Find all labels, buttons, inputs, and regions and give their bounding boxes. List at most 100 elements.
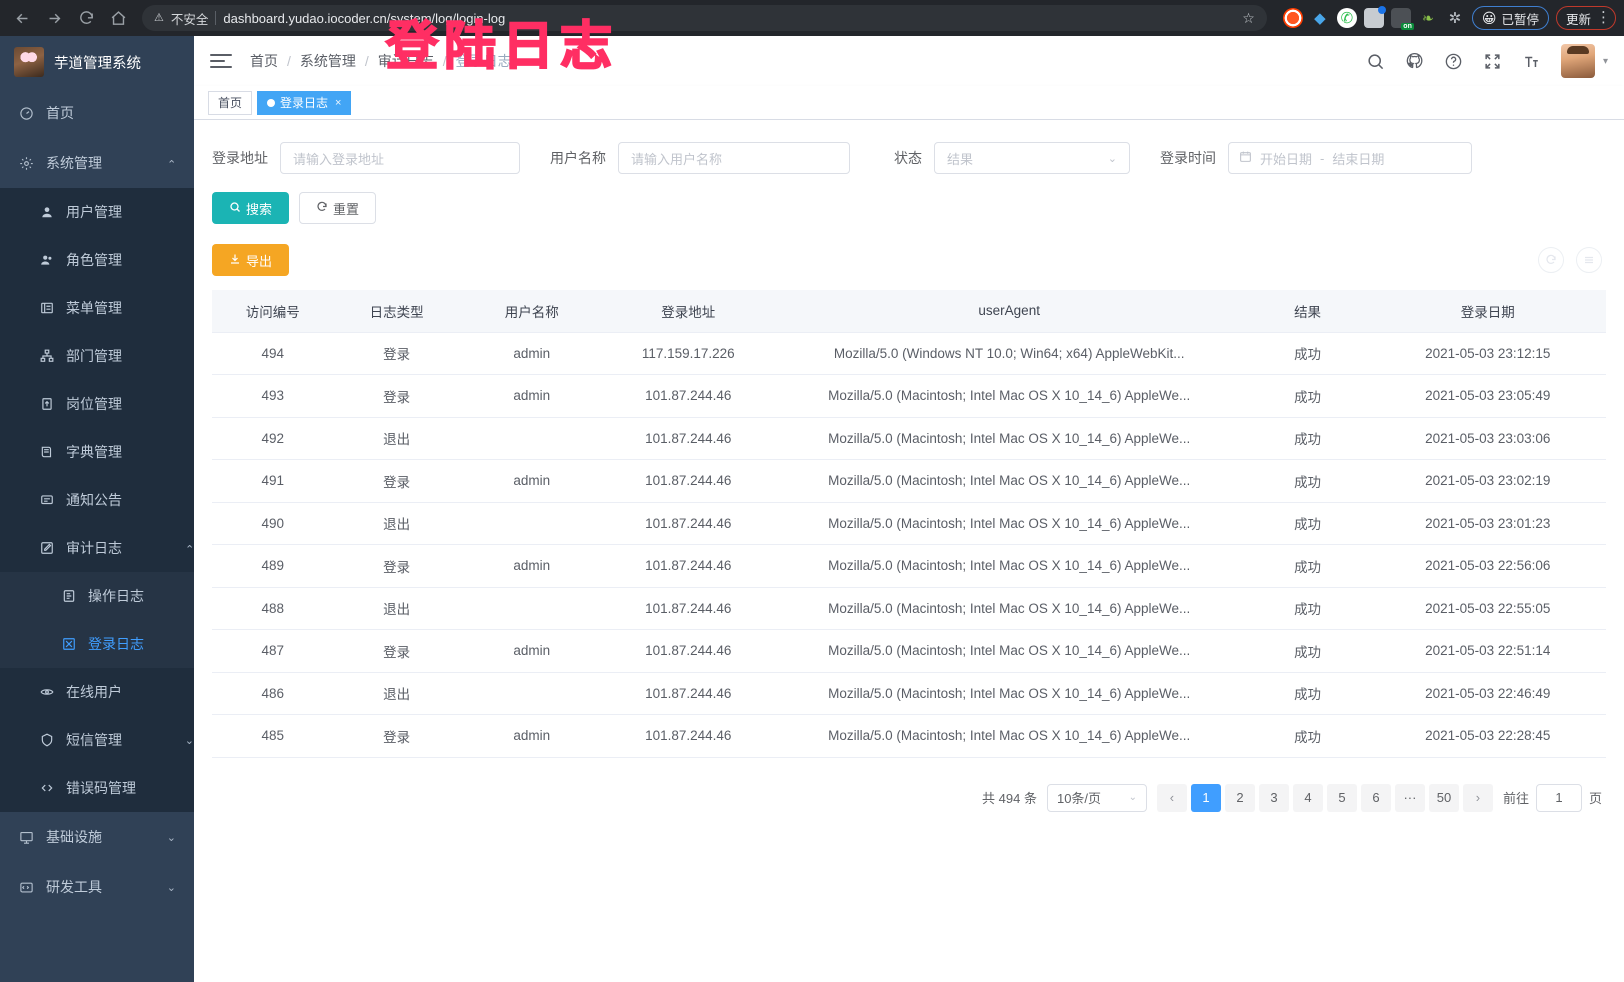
login-address-input[interactable]: 请输入登录地址 [280,142,520,174]
breadcrumb-item-home[interactable]: 首页 [250,53,278,69]
page-size-select[interactable]: 10条/页 ⌄ [1046,783,1147,812]
sidebar-item-home[interactable]: 首页 [0,88,194,138]
pagination-page-5[interactable]: 5 [1326,783,1357,812]
chevron-down-icon-infra[interactable]: ⌄ [166,831,176,844]
export-button[interactable]: 导出 [212,244,290,276]
sidebar-logo[interactable]: 芋道管理系统 [0,36,194,88]
chevron-up-icon-system[interactable]: ⌄ [166,156,176,169]
table-row[interactable]: 490 退出 101.87.244.46 Mozilla/5.0 (Macint… [212,502,1606,545]
breadcrumb-item-system[interactable]: 系统管理 [299,53,356,69]
tag-login-log[interactable]: 登录日志 × [257,90,352,115]
field-status: 状态 结果 ⌄ [894,142,1130,174]
table-row[interactable]: 493 登录 admin 101.87.244.46 Mozilla/5.0 (… [212,374,1606,418]
table-row[interactable]: 492 退出 101.87.244.46 Mozilla/5.0 (Macint… [212,417,1606,460]
leaf-extension-icon[interactable]: ❧ [1421,9,1434,26]
list-extension-icon[interactable] [1390,8,1414,30]
tag-close-icon[interactable]: × [335,96,342,109]
sidebar-item-user-mgmt[interactable]: 用户管理 [0,188,194,236]
reset-button[interactable]: 重置 [299,192,377,224]
login-time-daterange[interactable]: 开始日期 - 结束日期 [1228,142,1472,174]
pagination-page-last[interactable]: 50 [1428,783,1459,812]
puzzle-extension-icon[interactable]: ✲ [1448,10,1462,27]
avatar[interactable] [1560,44,1595,78]
fullscreen-icon[interactable] [1483,52,1502,71]
sidebar-item-dept-mgmt[interactable]: 部门管理 [0,332,194,380]
reload-icon[interactable] [72,4,100,32]
col-header-ua[interactable]: userAgent [772,290,1246,333]
edit-log-icon [38,541,55,555]
sidebar-item-notice[interactable]: 通知公告 [0,476,194,524]
forward-arrow-icon[interactable] [40,4,68,32]
pagination-page-6[interactable]: 6 [1360,783,1391,812]
col-header-ip[interactable]: 登录地址 [603,290,773,333]
table-row[interactable]: 489 登录 admin 101.87.244.46 Mozilla/5.0 (… [212,544,1606,588]
table-row[interactable]: 491 登录 admin 101.87.244.46 Mozilla/5.0 (… [212,459,1606,503]
home-icon[interactable] [104,4,132,32]
opera-extension-icon[interactable] [1282,8,1303,28]
pagination-jump-prefix: 前往 [1502,791,1529,806]
sidebar-item-login-log[interactable]: 登录日志 [0,620,194,668]
font-size-icon[interactable] [1522,52,1541,71]
username-input[interactable]: 请输入用户名称 [618,142,850,174]
pagination-prev-button[interactable]: ‹ [1156,783,1187,812]
cell-ua: Mozilla/5.0 (Macintosh; Intel Mac OS X 1… [772,417,1246,460]
col-header-user[interactable]: 用户名称 [459,290,604,333]
chevron-up-icon-audit[interactable]: ⌄ [184,541,194,554]
breadcrumb-item-audit[interactable]: 审计日志 [377,53,434,69]
col-header-date[interactable]: 登录日期 [1369,290,1606,333]
sidebar-item-role-mgmt[interactable]: 角色管理 [0,236,194,284]
note-extension-icon[interactable] [1363,6,1386,28]
col-header-id[interactable]: 访问编号 [212,290,334,333]
chevron-down-icon-user[interactable]: ▾ [1602,55,1608,67]
table-row[interactable]: 488 退出 101.87.244.46 Mozilla/5.0 (Macint… [212,587,1606,630]
hamburger-icon[interactable] [210,54,232,68]
sidebar-label-user-mgmt: 用户管理 [66,204,122,220]
star-icon[interactable]: ☆ [1242,9,1255,26]
back-arrow-icon[interactable] [8,4,36,32]
update-button[interactable]: 更新 ⋮ [1555,6,1616,30]
col-header-type[interactable]: 日志类型 [333,290,460,333]
table-row[interactable]: 487 登录 admin 101.87.244.46 Mozilla/5.0 (… [212,629,1606,673]
wechat-extension-icon[interactable]: ✆ [1336,8,1357,28]
pagination-page-1[interactable]: 1 [1190,783,1221,812]
sidebar-item-online-user[interactable]: 在线用户 [0,668,194,716]
sidebar-item-dev-tools[interactable]: 研发工具 ⌄ [0,862,194,912]
table-row[interactable]: 494 登录 admin 117.159.17.226 Mozilla/5.0 … [212,332,1606,375]
pagination-page-3[interactable]: 3 [1258,783,1289,812]
help-icon[interactable] [1444,52,1463,71]
sidebar-item-dict-mgmt[interactable]: 字典管理 [0,428,194,476]
search-icon[interactable] [1366,52,1385,71]
status-select[interactable]: 结果 ⌄ [934,142,1130,174]
sidebar-item-post-mgmt[interactable]: 岗位管理 [0,380,194,428]
url-text[interactable]: dashboard.yudao.iocoder.cn/system/log/lo… [223,10,506,26]
sidebar-item-menu-mgmt[interactable]: 菜单管理 [0,284,194,332]
pagination-next-button[interactable]: › [1462,783,1493,812]
chevron-down-icon-sms[interactable]: ⌄ [184,734,194,747]
refresh-circle-button[interactable] [1538,247,1564,273]
github-icon[interactable] [1405,52,1424,71]
diamond-extension-icon[interactable]: ◆ [1314,10,1326,27]
kebab-menu-icon[interactable]: ⋮ [1596,8,1611,26]
col-header-result[interactable]: 结果 [1245,290,1370,333]
pagination-ellipsis[interactable]: ··· [1394,783,1425,812]
sidebar-item-infrastructure[interactable]: 基础设施 ⌄ [0,812,194,862]
date-end-placeholder[interactable]: 结束日期 [1332,151,1385,167]
table-row[interactable]: 485 登录 admin 101.87.244.46 Mozilla/5.0 (… [212,714,1606,758]
sidebar-item-operation-log[interactable]: 操作日志 [0,572,194,620]
column-settings-button[interactable] [1576,247,1602,273]
search-button[interactable]: 搜索 [212,192,290,224]
table-row[interactable]: 486 退出 101.87.244.46 Mozilla/5.0 (Macint… [212,672,1606,715]
address-bar[interactable]: ⚠ 不安全 dashboard.yudao.iocoder.cn/system/… [142,5,1267,31]
sidebar-item-audit-log[interactable]: 审计日志 ⌄ [0,524,194,572]
paused-status-pill[interactable]: 😀 已暂停 [1471,6,1549,30]
pagination-jump-input[interactable]: 1 [1535,783,1582,812]
pagination-page-4[interactable]: 4 [1292,783,1323,812]
sidebar-item-error-code[interactable]: 错误码管理 [0,764,194,812]
sidebar-item-sms-mgmt[interactable]: 短信管理 ⌄ [0,716,194,764]
tag-home[interactable]: 首页 [208,90,253,115]
sidebar-item-system[interactable]: 系统管理 ⌄ [0,138,194,188]
date-start-placeholder[interactable]: 开始日期 [1260,151,1313,167]
pagination-page-2[interactable]: 2 [1224,783,1255,812]
chevron-down-icon-devtools[interactable]: ⌄ [166,881,176,894]
sidebar-label-sms-mgmt: 短信管理 [66,732,122,748]
